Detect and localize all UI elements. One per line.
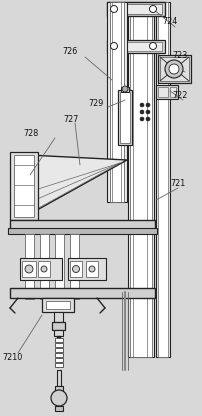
Bar: [70, 261, 82, 277]
Bar: [155, 85, 177, 99]
Bar: [42, 298, 74, 312]
Bar: [14, 155, 34, 217]
Bar: [10, 288, 154, 298]
Bar: [25, 234, 34, 299]
Bar: [8, 228, 156, 234]
Circle shape: [110, 5, 117, 12]
Circle shape: [41, 266, 47, 272]
Bar: [57, 370, 61, 386]
Circle shape: [145, 110, 149, 114]
Text: 729: 729: [87, 99, 103, 109]
Text: 723: 723: [171, 50, 186, 59]
Bar: [129, 2, 151, 357]
Bar: [57, 336, 61, 338]
Bar: [120, 87, 128, 92]
Polygon shape: [28, 155, 126, 215]
Bar: [55, 348, 63, 352]
Bar: [117, 90, 131, 145]
Text: 726: 726: [62, 47, 77, 55]
Bar: [109, 2, 123, 202]
Bar: [38, 261, 50, 277]
Bar: [10, 220, 154, 232]
Bar: [106, 2, 164, 16]
Circle shape: [139, 103, 143, 107]
Bar: [10, 152, 38, 220]
Circle shape: [25, 265, 33, 273]
Bar: [52, 322, 65, 330]
Circle shape: [145, 117, 149, 121]
Circle shape: [51, 390, 67, 406]
Circle shape: [149, 5, 156, 12]
Circle shape: [139, 117, 143, 121]
Circle shape: [139, 110, 143, 114]
Text: 727: 727: [63, 114, 78, 124]
Circle shape: [88, 266, 95, 272]
Bar: [55, 386, 63, 391]
Bar: [55, 338, 63, 342]
Text: 721: 721: [169, 179, 184, 188]
Circle shape: [168, 64, 178, 74]
Bar: [106, 40, 164, 53]
Bar: [55, 353, 63, 357]
Text: 728: 728: [23, 129, 38, 139]
Text: 722: 722: [171, 91, 186, 99]
Circle shape: [149, 42, 156, 50]
Bar: [46, 301, 70, 309]
Bar: [55, 343, 63, 347]
Bar: [68, 258, 105, 280]
Bar: [169, 87, 175, 97]
Bar: [106, 2, 126, 202]
Text: 724: 724: [161, 17, 176, 27]
Circle shape: [110, 42, 117, 50]
Bar: [157, 87, 167, 97]
Bar: [127, 2, 153, 357]
Bar: [54, 312, 63, 322]
Circle shape: [72, 265, 79, 272]
Bar: [109, 4, 161, 14]
Text: 7210: 7210: [2, 352, 22, 362]
Bar: [55, 358, 63, 362]
Circle shape: [164, 60, 182, 78]
Bar: [159, 57, 188, 81]
Bar: [155, 2, 169, 357]
Bar: [40, 234, 49, 299]
Bar: [54, 330, 63, 336]
Bar: [157, 55, 190, 83]
Bar: [109, 42, 161, 51]
Bar: [157, 2, 167, 357]
Bar: [55, 363, 63, 367]
Bar: [22, 261, 36, 277]
Bar: [86, 261, 98, 277]
Bar: [20, 258, 62, 280]
Bar: [119, 92, 129, 143]
Circle shape: [121, 86, 127, 92]
Bar: [55, 234, 64, 299]
Bar: [55, 406, 63, 411]
Bar: [70, 234, 79, 299]
Circle shape: [145, 103, 149, 107]
